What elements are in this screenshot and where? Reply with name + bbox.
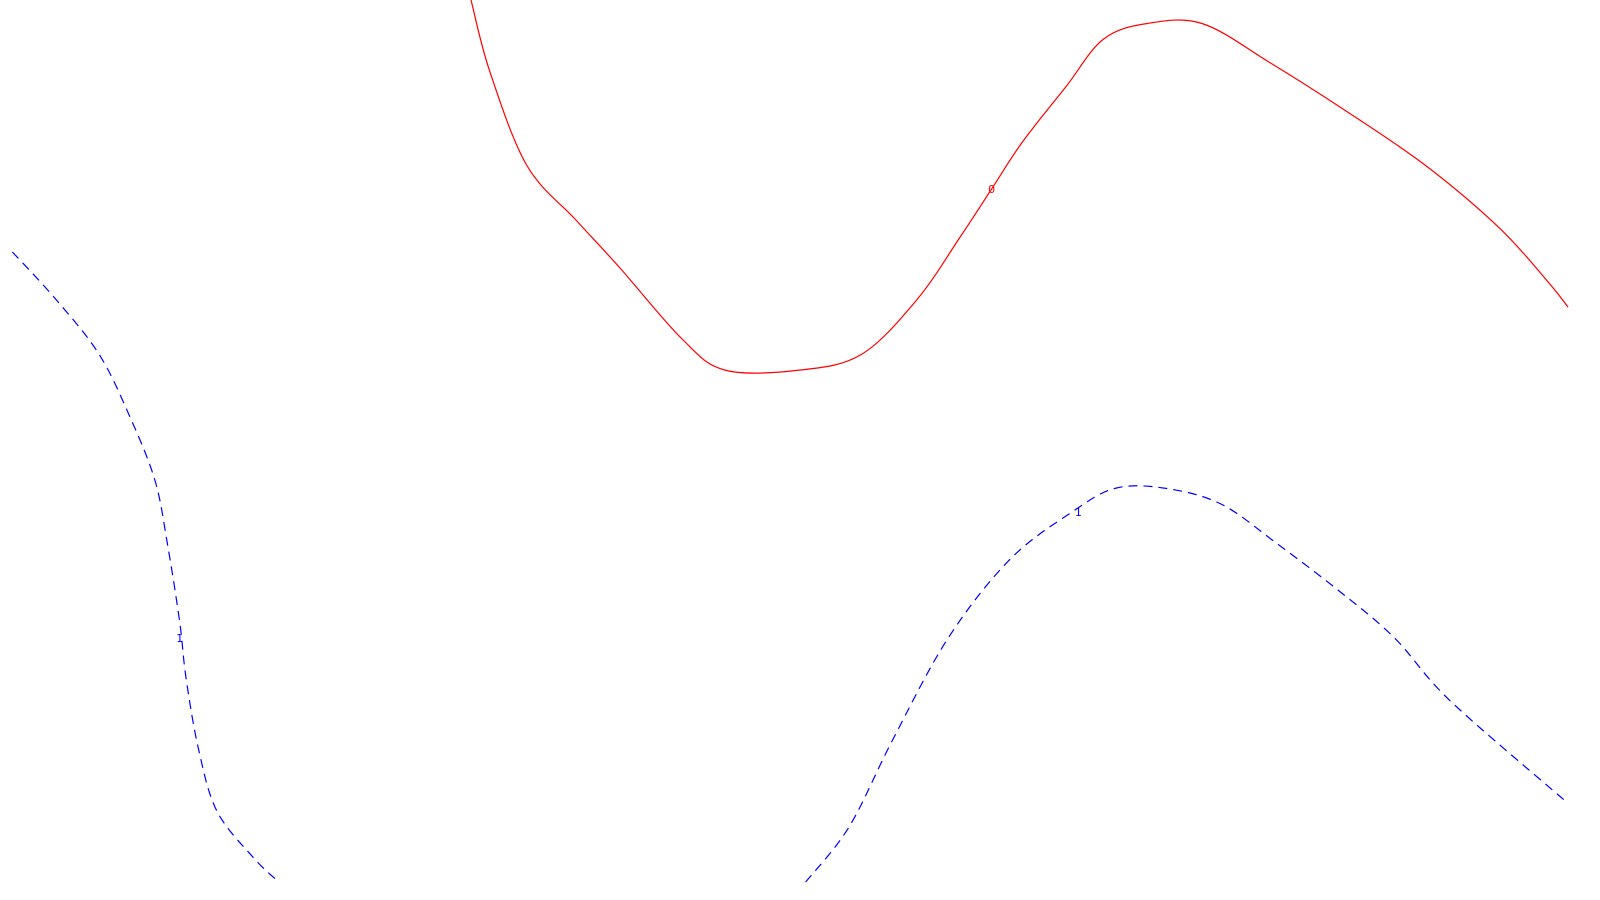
contour-line-level-0-0 [470,0,1569,374]
contour-label-1: 1 [176,632,183,645]
contour-label-0: 0 [988,183,995,196]
contour-line-level-1-1 [11,251,280,883]
contour-labels: 0 1 1 [176,183,1082,645]
contour-line-level-1-2 [805,485,1569,883]
contour-curves [11,0,1569,883]
contour-label-2: 1 [1075,506,1082,519]
